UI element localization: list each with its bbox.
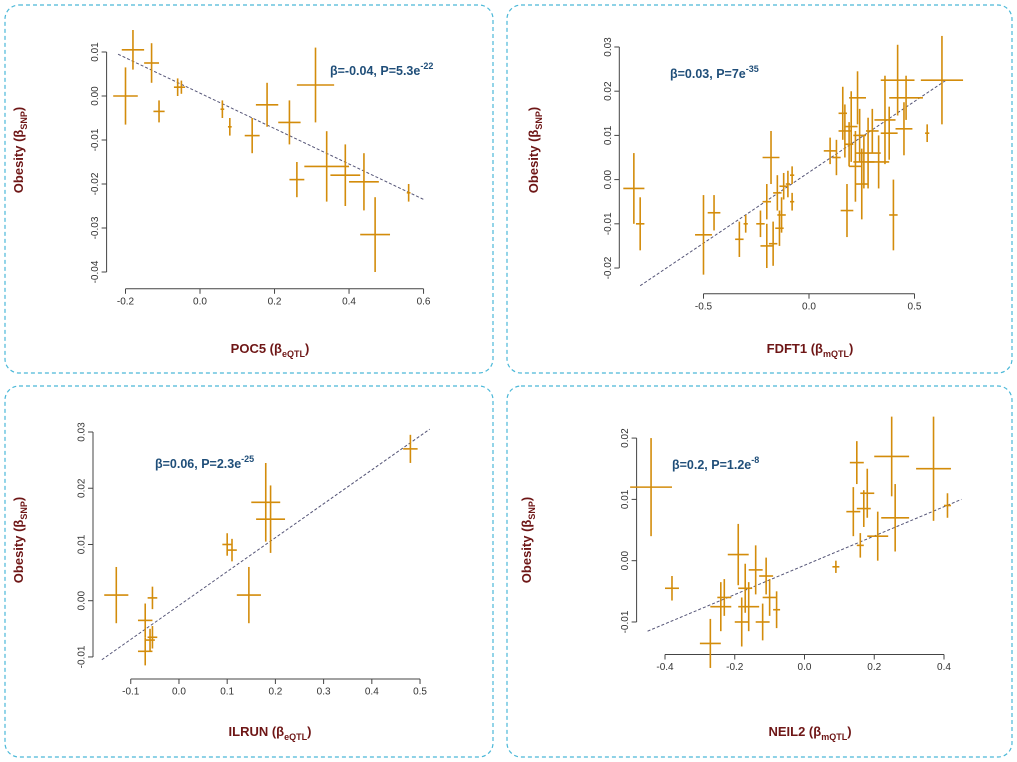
label-part: ILRUN (β [229, 724, 285, 739]
label-part: β=0.2, P=1.2e [672, 458, 751, 472]
x-tick-label: 0.4 [937, 662, 951, 673]
y-tick-label: 0.02 [620, 428, 631, 448]
x-tick-label: 0.0 [193, 296, 207, 307]
label-part: mQTL [821, 732, 848, 742]
label-part: ) [519, 497, 534, 501]
y-tick-label: 0.03 [77, 422, 88, 442]
y-tick-label: 0.01 [620, 489, 631, 509]
x-axis-label: NEIL2 (βmQTL) [768, 724, 851, 742]
x-tick-label: 0.4 [342, 296, 356, 307]
y-tick-label: -0.01 [77, 645, 88, 668]
label-part: eQTL [284, 732, 308, 742]
x-tick-label: 0.0 [798, 662, 812, 673]
x-tick-label: 0.2 [268, 296, 282, 307]
y-tick-label: -0.01 [90, 128, 101, 151]
label-part: mQTL [823, 349, 850, 359]
label-part: -35 [746, 64, 759, 74]
annotation: β=0.06, P=2.3e-25 [155, 454, 254, 471]
x-axis-label: POC5 (βeQTL) [231, 341, 310, 359]
x-tick-label: -0.2 [117, 296, 135, 307]
y-tick-label: 0.00 [90, 86, 101, 106]
y-tick-label: -0.04 [90, 260, 101, 283]
label-part: ) [847, 724, 851, 739]
plot: -0.04 -0.03 -0.02 -0.01 0.00 0.01 -0.2 0.0 0.2 0.… [11, 30, 433, 359]
plot: -0.01 0.00 0.01 0.02 -0.4 -0.2 0.0 0.2 0.4 NEIL2 … [519, 416, 962, 742]
y-tick-label: 0.00 [603, 169, 614, 189]
label-part: -25 [241, 454, 254, 464]
x-tick-label: -0.5 [695, 301, 713, 312]
label-part: SNP [534, 111, 544, 130]
label-part: eQTL [282, 349, 306, 359]
x-tick-label: 0.2 [867, 662, 881, 673]
panel-frame [4, 385, 494, 758]
label-part: FDFT1 (β [767, 341, 823, 356]
label-part: ) [307, 724, 311, 739]
label-part: -22 [420, 61, 433, 71]
y-tick-label: -0.03 [90, 216, 101, 239]
x-tick-label: 0.6 [417, 296, 431, 307]
label-part: SNP [19, 501, 29, 520]
x-tick-label: 0.5 [413, 687, 427, 698]
x-tick-label: -0.4 [656, 662, 674, 673]
x-axis-label: FDFT1 (βmQTL) [767, 341, 854, 359]
x-tick-label: 0.1 [220, 687, 234, 698]
label-part: POC5 (β [231, 341, 282, 356]
label-part: Obesity (β [526, 130, 541, 194]
x-axis-label: ILRUN (βeQTL) [229, 724, 312, 742]
fit-line [647, 498, 962, 632]
x-tick-label: 0.0 [172, 687, 186, 698]
x-tick-label: -0.2 [726, 662, 744, 673]
label-part: NEIL2 (β [768, 724, 821, 739]
annotation: β=0.03, P=7e-35 [670, 64, 759, 81]
label-part: SNP [527, 501, 537, 520]
label-part: ) [849, 341, 853, 356]
plot: -0.02 -0.01 0.00 0.01 0.02 0.03 -0.5 0.0 0.5 FDFT… [526, 35, 964, 359]
label-part: -8 [751, 455, 759, 465]
y-tick-label: 0.00 [620, 551, 631, 571]
x-tick-label: 0.2 [268, 687, 282, 698]
label-part: β=0.06, P=2.3e [155, 457, 241, 471]
panel-frame [4, 4, 494, 374]
label-part: β=0.03, P=7e [670, 67, 746, 81]
y-tick-label: -0.01 [620, 610, 631, 633]
y-tick-label: 0.00 [77, 591, 88, 611]
y-tick-label: -0.02 [603, 256, 614, 279]
label-part: SNP [19, 111, 29, 130]
label-part: ) [526, 107, 541, 111]
panel-frame [506, 4, 1013, 374]
annotation: β=-0.04, P=5.3e-22 [330, 61, 433, 78]
y-axis-label: Obesity (βSNP) [526, 107, 544, 193]
x-tick-label: 0.5 [908, 301, 922, 312]
x-tick-label: 0.3 [317, 687, 331, 698]
fit-line [101, 428, 430, 661]
y-axis-label: Obesity (βSNP) [11, 497, 29, 583]
label-part: ) [11, 107, 26, 111]
y-tick-label: -0.02 [90, 172, 101, 195]
y-tick-label: 0.02 [77, 478, 88, 498]
x-tick-label: -0.1 [122, 687, 140, 698]
fit-line [117, 53, 424, 200]
x-tick-label: 0.4 [365, 687, 379, 698]
y-axis-label: Obesity (βSNP) [11, 107, 29, 193]
y-tick-label: 0.01 [77, 534, 88, 554]
y-tick-label: 0.01 [90, 42, 101, 62]
fit-line [639, 79, 947, 287]
y-tick-label: 0.01 [603, 125, 614, 145]
label-part: β=-0.04, P=5.3e [330, 64, 420, 78]
y-axis-label: Obesity (βSNP) [519, 497, 537, 583]
label-part: ) [305, 341, 309, 356]
label-part: ) [11, 497, 26, 501]
y-tick-label: -0.01 [603, 212, 614, 235]
label-part: Obesity (β [11, 130, 26, 194]
panel-frame [506, 385, 1013, 758]
annotation: β=0.2, P=1.2e-8 [672, 455, 759, 472]
y-tick-label: 0.02 [603, 81, 614, 101]
label-part: Obesity (β [519, 520, 534, 584]
y-tick-label: 0.03 [603, 37, 614, 57]
x-tick-label: 0.0 [802, 301, 816, 312]
plot: -0.01 0.00 0.01 0.02 0.03 -0.1 0.0 0.1 0.2 0.3 0.4… [11, 422, 430, 742]
label-part: Obesity (β [11, 520, 26, 584]
